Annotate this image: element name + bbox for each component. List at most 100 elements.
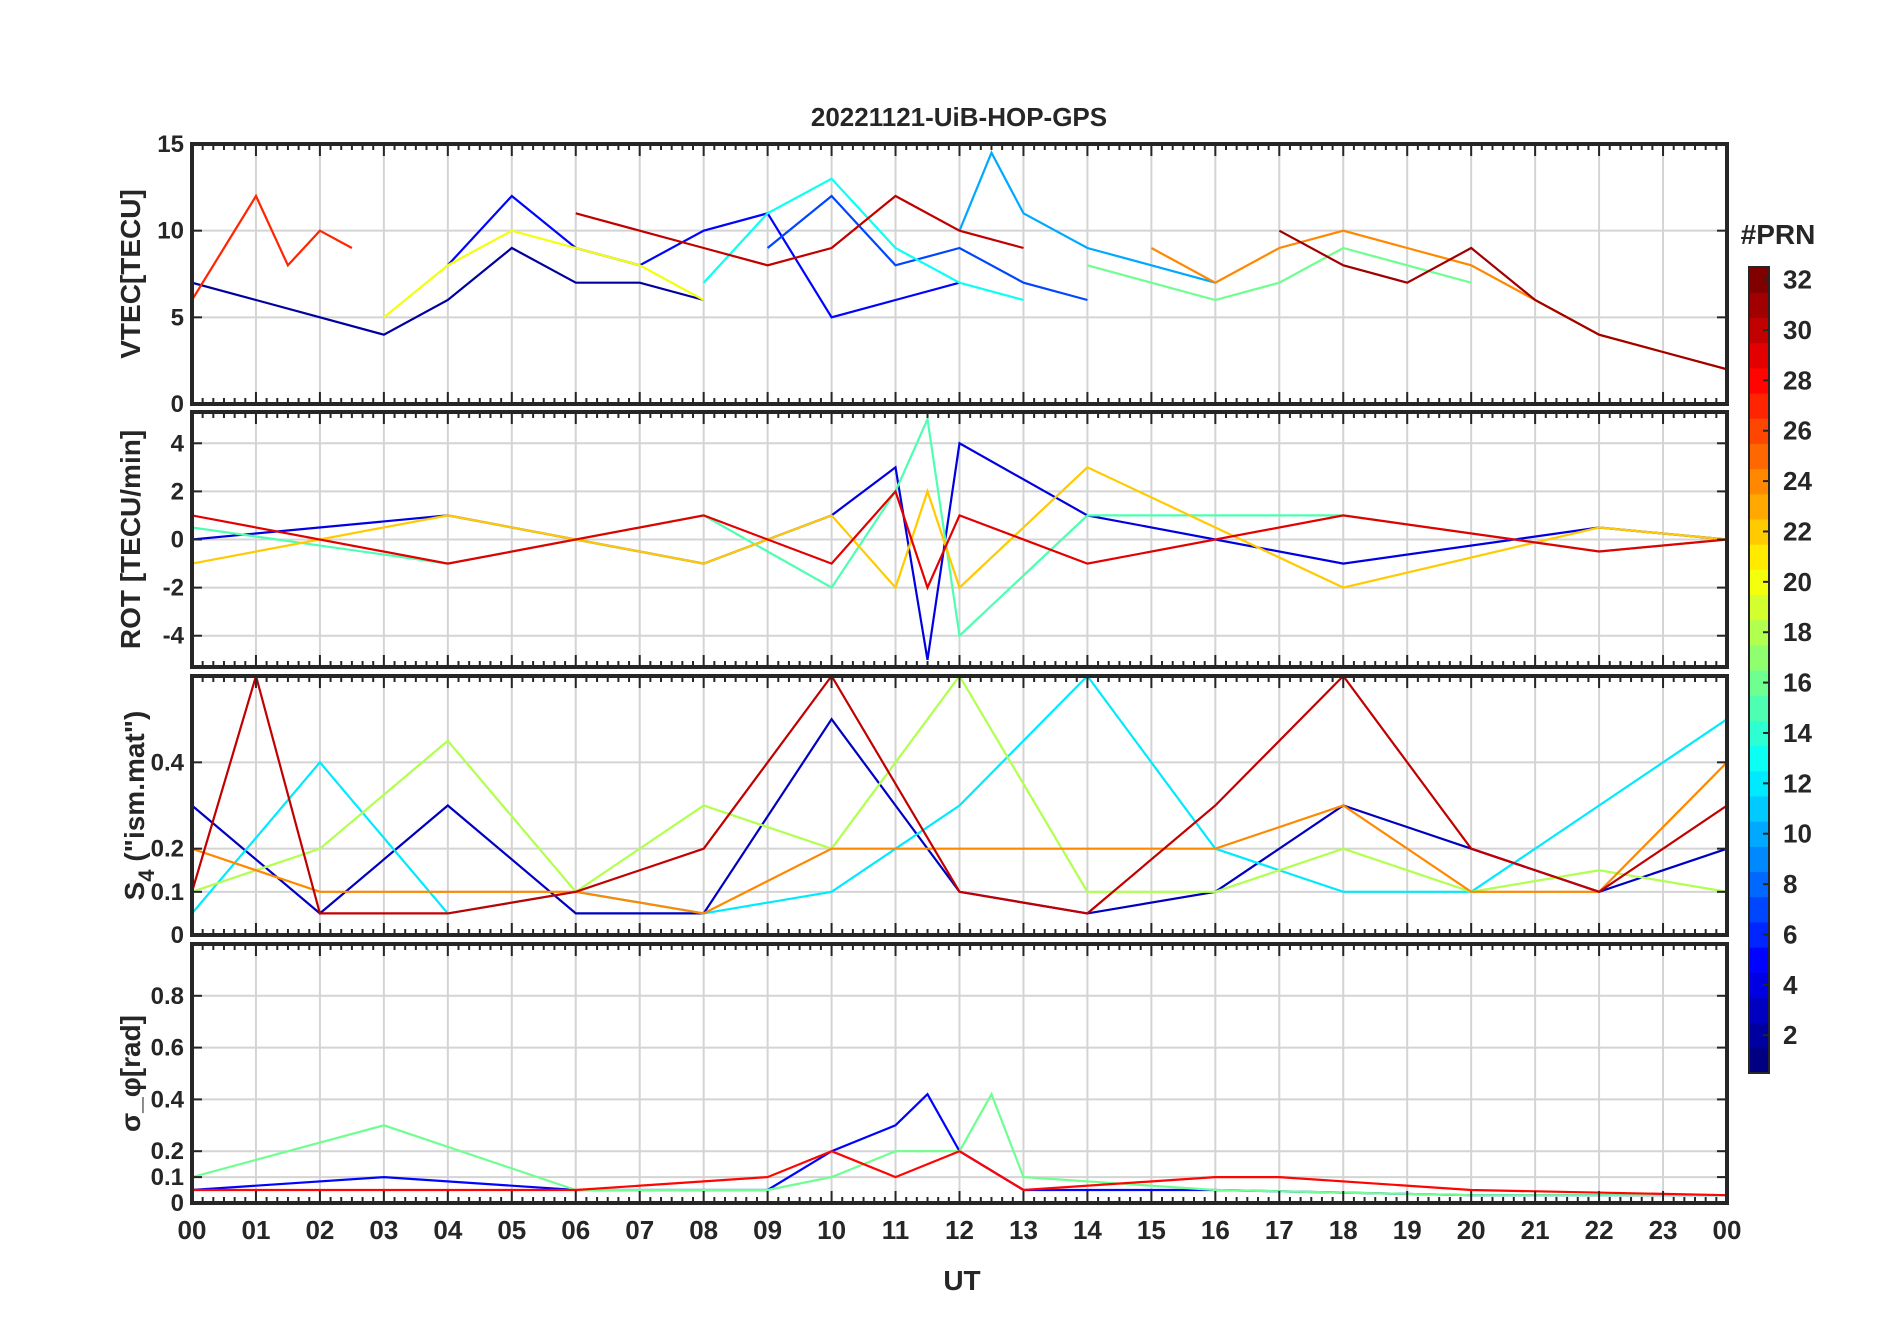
x-tick-label: 20 (1457, 1215, 1486, 1245)
panel-rot: -4 -2 0 2 4 ROT [TECU/min] (115, 410, 1729, 669)
colorbar-band (1749, 392, 1769, 419)
x-tick-label: 13 (1009, 1215, 1038, 1245)
colorbar-tick-label: 30 (1783, 315, 1812, 345)
x-tick-label: 04 (433, 1215, 462, 1245)
y-axis-label-main: S (119, 882, 150, 901)
y-tick-label: 0.1 (151, 879, 184, 906)
x-axis-label: UT (943, 1265, 980, 1296)
y-tick-label: 0.6 (151, 1035, 184, 1062)
y-axis-label-rest: ("ism.mat") (119, 711, 150, 870)
x-tick-label: 10 (817, 1215, 846, 1245)
colorbar-band (1749, 594, 1769, 621)
x-tick-label: 12 (945, 1215, 974, 1245)
colorbar-band (1749, 997, 1769, 1024)
x-tick-label: 02 (305, 1215, 334, 1245)
series-line-prn-29 (192, 489, 1727, 591)
y-tick-label: 5 (171, 304, 184, 331)
x-tick-label: 01 (241, 1215, 270, 1245)
x-tick-label: 07 (625, 1215, 654, 1245)
x-tick-label: 15 (1137, 1215, 1166, 1245)
x-tick-label: 18 (1329, 1215, 1358, 1245)
x-tick-label: 19 (1393, 1215, 1422, 1245)
x-tick-label: 09 (753, 1215, 782, 1245)
series-line-prn-24 (192, 761, 1727, 915)
series-line-prn-16 (1087, 246, 1472, 302)
y-tick-label: 0.8 (151, 983, 184, 1010)
series-line-prn-30 (192, 676, 1727, 915)
colorbar-band (1749, 670, 1769, 696)
y-axis-label: ROT [TECU/min] (115, 430, 146, 649)
x-tick-label: 00 (1713, 1215, 1742, 1245)
colorbar-band (1749, 367, 1769, 394)
series-line-prn-30 (575, 194, 1024, 267)
y-axis-label: S4 ("ism.mat") (119, 711, 159, 901)
colorbar-band (1749, 972, 1769, 999)
panel-sigma_phi: 00.10.2 0.4 0.6 0.8σ_φ[rad] (115, 942, 1729, 1217)
x-tick-label: 05 (497, 1215, 526, 1245)
series-line-prn-16 (192, 1091, 1727, 1197)
colorbar-tick-label: 24 (1783, 466, 1812, 496)
y-tick-label: 0 (171, 922, 184, 949)
colorbar-tick-label: 18 (1783, 617, 1812, 647)
y-tick-label: 0.4 (151, 1086, 185, 1113)
colorbar-band (1749, 821, 1769, 847)
colorbar-tick-label: 28 (1783, 365, 1812, 395)
y-tick-label: 0 (171, 527, 184, 554)
y-tick-label: -2 (163, 575, 184, 602)
y-tick-label: 0.2 (151, 836, 184, 863)
colorbar-band (1749, 770, 1769, 797)
y-tick-label: 10 (157, 218, 184, 245)
y-tick-label: -4 (163, 623, 185, 650)
colorbar-band (1749, 418, 1769, 444)
colorbar-band (1749, 846, 1769, 873)
x-tick-label: 22 (1585, 1215, 1614, 1245)
colorbar-tick-label: 10 (1783, 819, 1812, 849)
colorbar-tick-label: 26 (1783, 416, 1812, 446)
colorbar-tick-label: 16 (1783, 668, 1812, 698)
x-tick-label: 17 (1265, 1215, 1294, 1245)
colorbar-band (1749, 544, 1769, 570)
series-line-prn-10 (958, 150, 1216, 284)
series-line-prn-20 (383, 229, 705, 319)
x-tick-label: 21 (1521, 1215, 1550, 1245)
colorbar-band (1749, 795, 1769, 822)
colorbar-band (1749, 317, 1769, 344)
colorbar-tick-label: 8 (1783, 869, 1797, 899)
y-tick-label: 15 (157, 131, 184, 158)
colorbar-band (1749, 644, 1769, 671)
x-tick-label: 08 (689, 1215, 718, 1245)
colorbar-band (1749, 871, 1769, 898)
y-tick-label: 2 (171, 478, 184, 505)
series-line-prn-2 (192, 246, 704, 336)
colorbar-tick-label: 14 (1783, 718, 1812, 748)
colorbar-tick-label: 6 (1783, 919, 1797, 949)
colorbar-band (1749, 468, 1769, 495)
panel-s4: 00.10.20.4S4 ("ism.mat") (119, 674, 1729, 949)
colorbar-tick-label: 20 (1783, 567, 1812, 597)
series-line-prn-27 (192, 193, 353, 301)
x-tick-label: 23 (1649, 1215, 1678, 1245)
colorbar-title: #PRN (1741, 219, 1816, 250)
colorbar-band (1749, 342, 1769, 369)
y-axis-label: σ_φ[rad] (115, 1015, 146, 1132)
series-line-prn-5 (446, 194, 960, 319)
colorbar-band (1749, 292, 1769, 318)
figure-title: 20221121-UiB-HOP-GPS (811, 102, 1107, 132)
series-group (192, 150, 1727, 371)
y-tick-label: 0.4 (151, 749, 185, 776)
colorbar-band (1749, 947, 1769, 973)
series-line-prn-13 (702, 177, 1024, 302)
x-tick-label: 06 (561, 1215, 590, 1245)
y-tick-label: 0 (171, 1190, 184, 1217)
y-axis-label-sub: 4 (134, 869, 159, 882)
colorbar-tick-label: 4 (1783, 970, 1798, 1000)
colorbar-band (1749, 1022, 1769, 1049)
colorbar-band (1749, 720, 1769, 747)
colorbar-tick-label: 2 (1783, 1020, 1797, 1050)
x-tick-label: 14 (1073, 1215, 1102, 1245)
x-tick-label: 11 (882, 1215, 910, 1245)
y-tick-label: 4 (171, 430, 185, 457)
